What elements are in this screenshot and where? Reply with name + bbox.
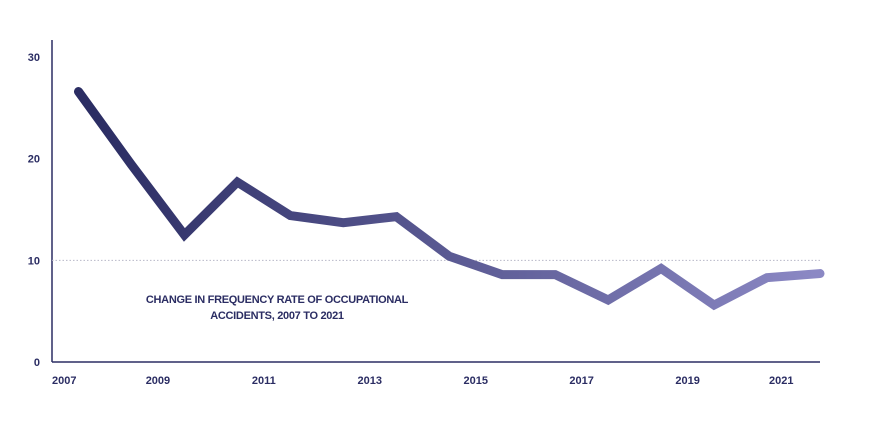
x-tick-label: 2007	[52, 375, 76, 387]
series-line	[73, 87, 825, 311]
points-group	[78, 91, 821, 306]
x-tick-label: 2015	[463, 375, 487, 387]
data-point	[184, 234, 185, 235]
x-tick-label: 2013	[358, 375, 382, 387]
annotation-line-2: ACCIDENTS, 2007 TO 2021	[210, 310, 344, 322]
data-point	[714, 305, 715, 306]
annotation-line-1: CHANGE IN FREQUENCY RATE OF OCCUPATIONAL	[145, 294, 409, 306]
data-point	[661, 268, 662, 269]
x-tick-label: 2009	[146, 375, 170, 387]
data-point	[608, 299, 609, 300]
data-point	[78, 91, 79, 92]
x-tick-label: 2019	[675, 375, 699, 387]
data-point	[449, 256, 450, 257]
y-tick-label: 10	[28, 255, 40, 267]
x-tick-label: 2021	[769, 375, 793, 387]
data-point	[237, 182, 238, 183]
data-point	[396, 216, 397, 217]
data-point	[820, 273, 821, 274]
x-tick-label: 2017	[569, 375, 593, 387]
chart-annotation: CHANGE IN FREQUENCY RATE OF OCCUPATIONAL…	[142, 292, 412, 324]
data-point	[290, 215, 291, 216]
y-tick-label: 20	[28, 154, 40, 166]
data-point	[767, 277, 768, 278]
data-point	[131, 164, 132, 165]
data-point	[502, 274, 503, 275]
data-point	[555, 274, 556, 275]
axes	[51, 40, 820, 363]
data-point	[343, 222, 344, 223]
x-tick-label: 2011	[252, 375, 276, 387]
y-tick-label: 0	[34, 357, 40, 369]
y-tick-label: 30	[28, 52, 40, 64]
tick-labels: 0 10 20 30 2007 2009 2011 2013 2015 2017 2019 2021	[28, 52, 794, 387]
series-group	[73, 87, 825, 311]
